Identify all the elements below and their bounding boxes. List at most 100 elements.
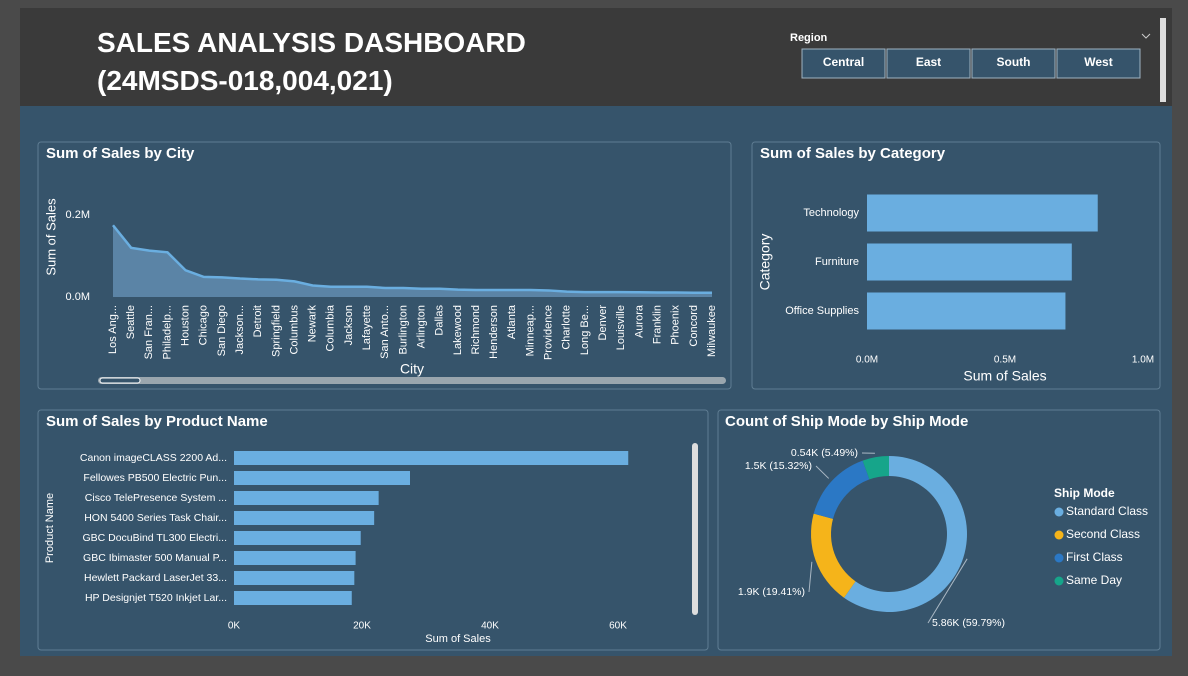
slicer-title: Region: [790, 32, 828, 44]
bar: [234, 571, 355, 585]
x-tick-label: 20K: [353, 621, 371, 632]
line: [112, 224, 712, 294]
y-tick-label: Technology: [803, 207, 859, 219]
chart-title: Count of Ship Mode by Ship Mode: [725, 413, 968, 430]
scrollbar: [692, 443, 698, 615]
x-tick-label: Atlanta: [506, 304, 518, 339]
slicer-button[interactable]: [886, 48, 971, 79]
x-axis-title: Sum of Sales: [425, 633, 491, 645]
x-axis-title: Sum of Sales: [963, 368, 1046, 384]
leader-line: [815, 465, 830, 479]
bar: [867, 194, 1098, 232]
donut-slice: [844, 456, 967, 612]
x-tick-label: San Diego: [216, 305, 228, 356]
x-tick-label: Louisville: [615, 305, 627, 350]
x-tick-label: Columbus: [288, 305, 300, 355]
legend-title: Ship Mode: [1054, 486, 1115, 500]
x-tick-label: Detroit: [252, 305, 264, 337]
y-tick-label: Furniture: [815, 256, 859, 268]
data-label: 0.54K (5.49%): [791, 447, 858, 459]
x-tick-label: Aurora: [633, 304, 645, 338]
x-tick-label: 0.5M: [994, 355, 1016, 366]
donut-slice: [810, 513, 856, 598]
bar: [234, 511, 375, 525]
x-tick-label: Jackson: [343, 305, 355, 345]
x-tick-label: San Anto...: [379, 305, 391, 359]
y-tick-label: GBC DocuBind TL300 Electri...: [82, 532, 227, 544]
chevron: [1141, 33, 1151, 39]
slicer-button[interactable]: [801, 48, 886, 79]
slicer-button[interactable]: [971, 48, 1056, 79]
x-tick-label: 1.0M: [1132, 355, 1154, 366]
x-tick-label: Burlington: [397, 305, 409, 355]
slicer-option[interactable]: East: [916, 55, 941, 69]
x-tick-label: Franklin: [651, 305, 663, 344]
legend-label: Second Class: [1066, 527, 1140, 541]
y-tick-label: 0.2M: [66, 209, 90, 221]
chart-title: Sum of Sales by Product Name: [46, 413, 268, 430]
panel: [751, 141, 1161, 390]
chart-title: Sum of Sales by Category: [760, 145, 946, 162]
x-tick-label: Henderson: [488, 305, 500, 359]
x-tick-label: Dallas: [434, 305, 446, 336]
legend-swatch: [1054, 530, 1064, 540]
x-tick-label: 60K: [609, 621, 627, 632]
donut-slice: [813, 460, 870, 519]
x-tick-label: 0.0M: [856, 355, 878, 366]
bar: [234, 551, 356, 565]
legend-label: Same Day: [1066, 573, 1122, 587]
legend-swatch: [1054, 553, 1064, 563]
bar: [234, 491, 379, 505]
slicer-option[interactable]: West: [1084, 55, 1112, 69]
x-tick-label: Jackson...: [234, 305, 246, 355]
data-label: 1.5K (15.32%): [745, 460, 812, 472]
scrollbar: [1160, 18, 1166, 102]
y-tick-label: Office Supplies: [785, 305, 859, 317]
x-tick-label: 40K: [481, 621, 499, 632]
x-tick-label: Seattle: [125, 305, 137, 339]
panel: [37, 409, 709, 651]
x-tick-label: Lakewood: [452, 305, 464, 355]
bar: [867, 243, 1072, 281]
y-tick-label: HON 5400 Series Task Chair...: [84, 512, 227, 524]
legend-swatch: [1054, 507, 1064, 517]
x-tick-label: Richmond: [470, 305, 482, 355]
x-tick-label: Houston: [180, 305, 192, 346]
x-tick-label: Phoenix: [670, 305, 682, 345]
scrollbar: [98, 377, 726, 384]
y-axis-title: Sum of Sales: [43, 198, 58, 276]
legend-label: First Class: [1066, 550, 1123, 564]
x-tick-label: Newark: [307, 305, 319, 343]
x-tick-label: Springfield: [270, 305, 282, 357]
chart-title: Sum of Sales by City: [46, 145, 195, 162]
bar: [867, 292, 1066, 330]
leader-line: [808, 561, 813, 593]
x-tick-label: Chicago: [198, 305, 210, 345]
y-axis-title: Category: [757, 234, 773, 291]
x-tick-label: Denver: [597, 305, 609, 341]
scroll-thumb: [99, 377, 141, 384]
body: [20, 8, 1172, 656]
y-tick-label: Cisco TelePresence System ...: [85, 492, 227, 504]
x-tick-label: Providence: [543, 305, 555, 360]
slicer-option[interactable]: South: [997, 55, 1031, 69]
y-tick-label: 0.0M: [66, 291, 90, 303]
x-tick-label: Lafayette: [361, 305, 373, 350]
slicer-option[interactable]: Central: [823, 55, 864, 69]
y-tick-label: Fellowes PB500 Electric Pun...: [83, 472, 227, 484]
dashboard-title: SALES ANALYSIS DASHBOARD (24MSDS-018,004…: [97, 27, 526, 96]
bar: [234, 471, 410, 485]
legend-swatch: [1054, 576, 1064, 586]
data-label: 5.86K (59.79%): [932, 617, 1005, 629]
donut-slice: [862, 455, 889, 480]
slicer-button[interactable]: [1056, 48, 1141, 79]
legend-label: Standard Class: [1066, 504, 1148, 518]
y-tick-label: Hewlett Packard LaserJet 33...: [84, 572, 227, 584]
panel: [717, 409, 1161, 651]
x-tick-label: Columbia: [325, 304, 337, 351]
x-tick-label: Concord: [688, 305, 700, 347]
leader-line: [927, 558, 968, 624]
y-tick-label: Canon imageCLASS 2200 Ad...: [80, 452, 227, 464]
x-tick-label: Arlington: [415, 305, 427, 348]
